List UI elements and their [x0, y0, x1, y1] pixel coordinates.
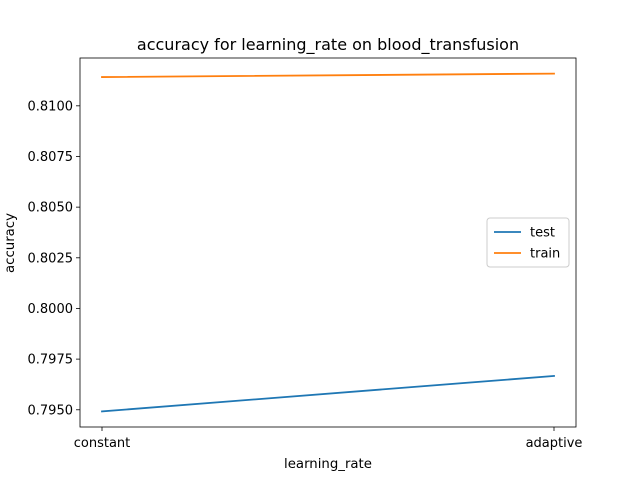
y-axis-label: accuracy [3, 213, 18, 273]
y-axis-ticks: 0.7950 0.7975 0.8000 0.8025 0.8050 0.8075 0.81… [28, 99, 80, 418]
y-tick-label: 0.8050 [28, 201, 74, 216]
legend-label-test: test [530, 226, 555, 241]
y-tick-label: 0.8025 [28, 251, 74, 266]
y-tick-label: 0.8075 [28, 150, 74, 165]
x-tick-label: constant [74, 436, 131, 451]
series-line-test [101, 374, 555, 413]
legend: test train [486, 217, 570, 268]
y-tick-label: 0.7975 [28, 353, 74, 368]
series-line-train [101, 72, 555, 78]
series-lines [101, 72, 555, 413]
plot-area-frame [79, 57, 577, 428]
y-tick-label: 0.8000 [28, 302, 74, 317]
y-tick-label: 0.8100 [28, 99, 74, 114]
x-axis-label: learning_rate [284, 457, 372, 472]
legend-box [486, 217, 570, 268]
legend-label-train: train [530, 247, 560, 262]
x-axis-ticks: constant adaptive [74, 427, 583, 451]
x-tick-label: adaptive [526, 436, 583, 451]
chart-title: accuracy for learning_rate on blood_tran… [137, 35, 519, 55]
y-tick-label: 0.7950 [28, 403, 74, 418]
